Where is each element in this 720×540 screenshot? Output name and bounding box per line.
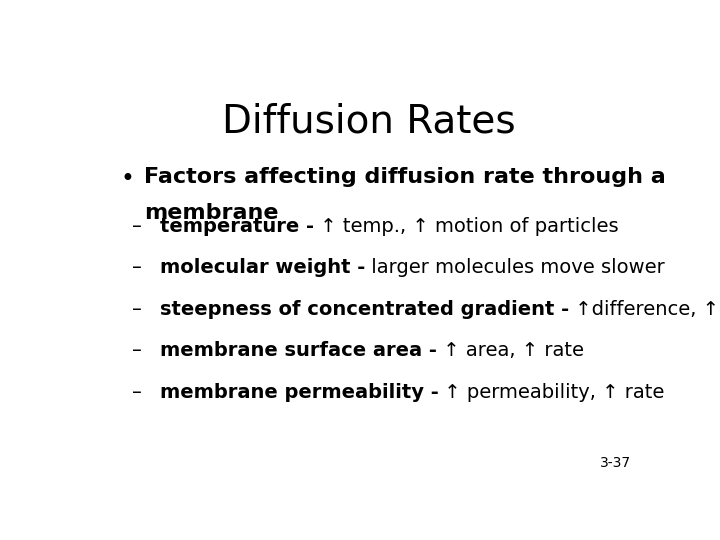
Text: membrane permeability -: membrane permeability -: [160, 383, 438, 402]
Text: molecular weight -: molecular weight -: [160, 258, 365, 277]
Text: –: –: [132, 258, 142, 277]
Text: ↑ area, ↑ rate: ↑ area, ↑ rate: [436, 341, 584, 360]
Text: larger molecules move slower: larger molecules move slower: [365, 258, 665, 277]
Text: Diffusion Rates: Diffusion Rates: [222, 102, 516, 140]
Text: –: –: [132, 383, 142, 402]
Text: ↑difference, ↑ rate: ↑difference, ↑ rate: [569, 300, 720, 319]
Text: –: –: [132, 300, 142, 319]
Text: membrane surface area -: membrane surface area -: [160, 341, 436, 360]
Text: membrane: membrane: [144, 203, 279, 223]
Text: –: –: [132, 341, 142, 360]
Text: ↑ permeability, ↑ rate: ↑ permeability, ↑ rate: [438, 383, 665, 402]
Text: 3-37: 3-37: [600, 456, 631, 470]
Text: •: •: [121, 167, 135, 191]
Text: Factors affecting diffusion rate through a: Factors affecting diffusion rate through…: [144, 167, 666, 187]
Text: steepness of concentrated gradient -: steepness of concentrated gradient -: [160, 300, 569, 319]
Text: ↑ temp., ↑ motion of particles: ↑ temp., ↑ motion of particles: [314, 217, 618, 235]
Text: temperature -: temperature -: [160, 217, 314, 235]
Text: –: –: [132, 217, 142, 235]
